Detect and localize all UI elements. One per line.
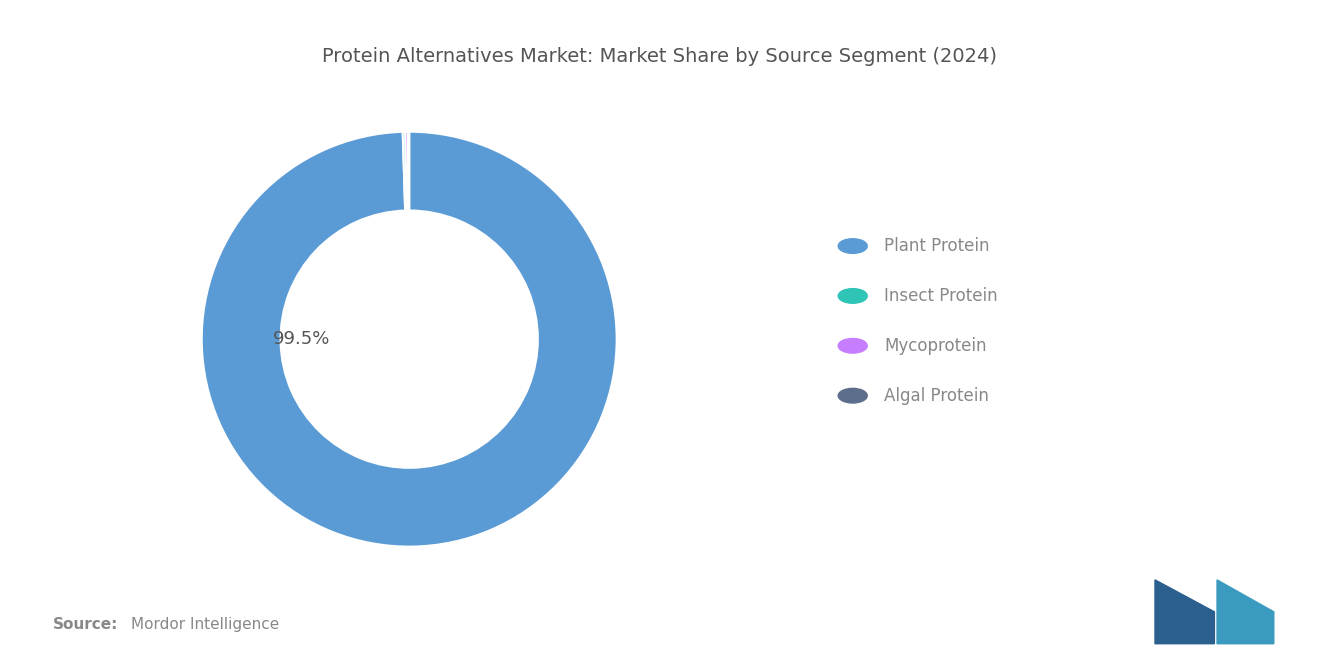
Text: Mycoprotein: Mycoprotein [884, 336, 987, 355]
Polygon shape [1155, 580, 1214, 644]
Wedge shape [405, 132, 408, 211]
Text: Plant Protein: Plant Protein [884, 237, 990, 255]
Text: Source:: Source: [53, 616, 119, 632]
Wedge shape [403, 132, 407, 211]
Text: Algal Protein: Algal Protein [884, 386, 989, 405]
Polygon shape [1217, 580, 1274, 644]
Text: Mordor Intelligence: Mordor Intelligence [131, 616, 279, 632]
Text: 99.5%: 99.5% [273, 330, 330, 348]
Text: Insect Protein: Insect Protein [884, 287, 998, 305]
Wedge shape [202, 132, 616, 547]
Text: Protein Alternatives Market: Market Share by Source Segment (2024): Protein Alternatives Market: Market Shar… [322, 47, 998, 66]
